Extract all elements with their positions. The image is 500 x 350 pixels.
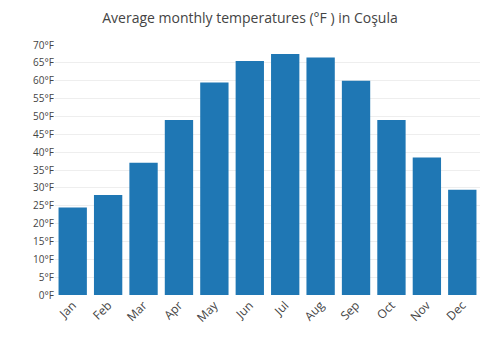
svg-text:Average monthly temperatures (: Average monthly temperatures (°F ) in Co… bbox=[102, 8, 398, 27]
svg-text:40°F: 40°F bbox=[33, 145, 54, 159]
svg-text:10°F: 10°F bbox=[33, 252, 54, 266]
svg-text:20°F: 20°F bbox=[33, 216, 54, 230]
svg-text:Jun: Jun bbox=[231, 297, 256, 322]
svg-text:5°F: 5°F bbox=[39, 270, 54, 284]
svg-text:May: May bbox=[193, 296, 222, 325]
svg-text:Aug: Aug bbox=[300, 297, 328, 325]
svg-text:30°F: 30°F bbox=[33, 180, 54, 194]
svg-text:70°F: 70°F bbox=[33, 38, 54, 52]
svg-text:15°F: 15°F bbox=[33, 234, 54, 248]
svg-text:Apr: Apr bbox=[160, 297, 186, 323]
svg-text:Feb: Feb bbox=[89, 297, 115, 323]
svg-text:Jan: Jan bbox=[55, 297, 80, 322]
svg-text:0°F: 0°F bbox=[39, 288, 54, 302]
svg-text:Jul: Jul bbox=[270, 297, 292, 319]
svg-text:Dec: Dec bbox=[442, 297, 469, 324]
svg-text:35°F: 35°F bbox=[33, 163, 54, 177]
svg-text:Nov: Nov bbox=[406, 297, 434, 325]
svg-text:Oct: Oct bbox=[373, 297, 399, 323]
svg-text:50°F: 50°F bbox=[33, 109, 54, 123]
svg-text:55°F: 55°F bbox=[33, 91, 54, 105]
svg-text:25°F: 25°F bbox=[33, 198, 54, 212]
svg-text:60°F: 60°F bbox=[33, 73, 54, 87]
svg-text:Sep: Sep bbox=[336, 297, 363, 324]
svg-text:45°F: 45°F bbox=[33, 127, 54, 141]
svg-text:65°F: 65°F bbox=[33, 55, 54, 69]
svg-text:Mar: Mar bbox=[123, 297, 151, 325]
